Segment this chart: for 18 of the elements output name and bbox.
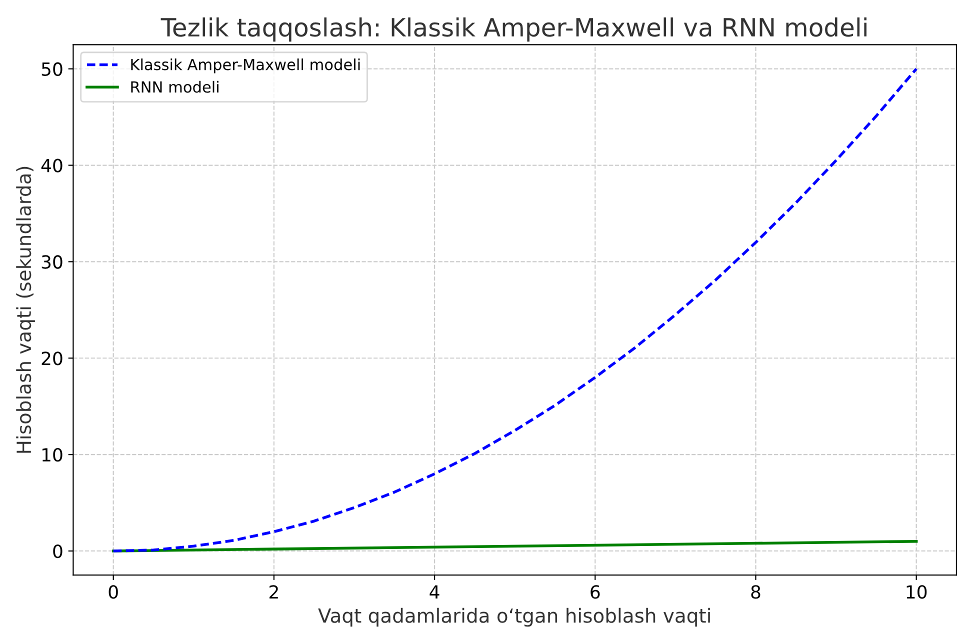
line-series bbox=[112, 540, 918, 552]
y-tick-label: 20 bbox=[42, 352, 62, 366]
x-tick-label: 2 bbox=[270, 585, 278, 599]
y-tick-label: 30 bbox=[42, 255, 62, 269]
x-axis-title: Vaqt qadamlarida o‘tgan hisoblash vaqti bbox=[318, 608, 710, 627]
legend-label: RNN modeli bbox=[131, 80, 218, 93]
legend-label: Klassik Amper-Maxwell modeli bbox=[131, 58, 360, 74]
x-tick-label: 4 bbox=[430, 585, 440, 599]
x-tick-label: 8 bbox=[751, 585, 760, 599]
y-tick-label: 0 bbox=[53, 544, 62, 558]
y-axis-title: Hisoblash vaqti (sekundlarda) bbox=[16, 166, 35, 453]
y-tick-label: 40 bbox=[41, 158, 62, 172]
x-tick-label: 10 bbox=[906, 585, 927, 599]
x-tick-label: 0 bbox=[108, 585, 118, 599]
y-tick-label: 10 bbox=[42, 448, 62, 462]
y-tick-label: 50 bbox=[42, 62, 62, 76]
chart-title: Tezlik taqqoslash: Klassik Amper-Maxwell va RNN modeli bbox=[160, 17, 866, 42]
x-tick-label: 6 bbox=[590, 585, 600, 599]
